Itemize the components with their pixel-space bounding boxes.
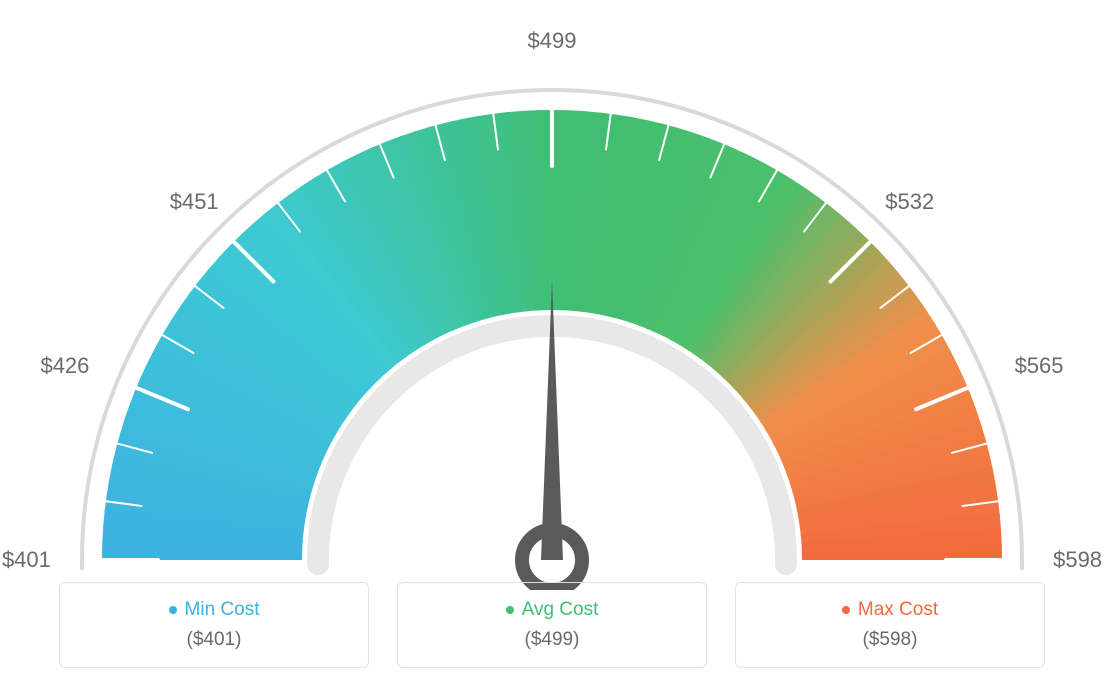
legend-value-avg: ($499)	[525, 629, 580, 651]
gauge-tick-label: $532	[885, 189, 934, 215]
legend-title-max: Max Cost	[842, 599, 938, 621]
legend-title-min: Min Cost	[169, 599, 260, 621]
legend-label-max: Max Cost	[858, 599, 938, 621]
legend-value-min: ($401)	[187, 629, 242, 651]
legend-dot-min	[169, 606, 177, 614]
legend-card-max: Max Cost ($598)	[735, 582, 1045, 668]
gauge-tick-label: $426	[40, 353, 89, 379]
legend-label-min: Min Cost	[185, 599, 260, 621]
gauge-area: $401$426$451$499$532$565$598	[0, 0, 1104, 560]
legend-value-max: ($598)	[863, 629, 918, 651]
gauge-tick-label: $499	[528, 28, 577, 54]
gauge-tick-label: $451	[170, 189, 219, 215]
legend-dot-max	[842, 606, 850, 614]
legend-row: Min Cost ($401) Avg Cost ($499) Max Cost…	[0, 582, 1104, 668]
legend-card-min: Min Cost ($401)	[59, 582, 369, 668]
gauge-svg	[0, 30, 1104, 590]
legend-card-avg: Avg Cost ($499)	[397, 582, 707, 668]
legend-title-avg: Avg Cost	[506, 599, 599, 621]
cost-gauge-chart: $401 $426 $451 $499 $532 $565 $598 Min Cost ($…	[0, 0, 1104, 690]
legend-dot-avg	[506, 606, 514, 614]
gauge-tick-label: $401	[2, 547, 51, 573]
gauge-tick-label: $565	[1015, 353, 1064, 379]
legend-label-avg: Avg Cost	[522, 599, 599, 621]
gauge-tick-label: $598	[1053, 547, 1102, 573]
